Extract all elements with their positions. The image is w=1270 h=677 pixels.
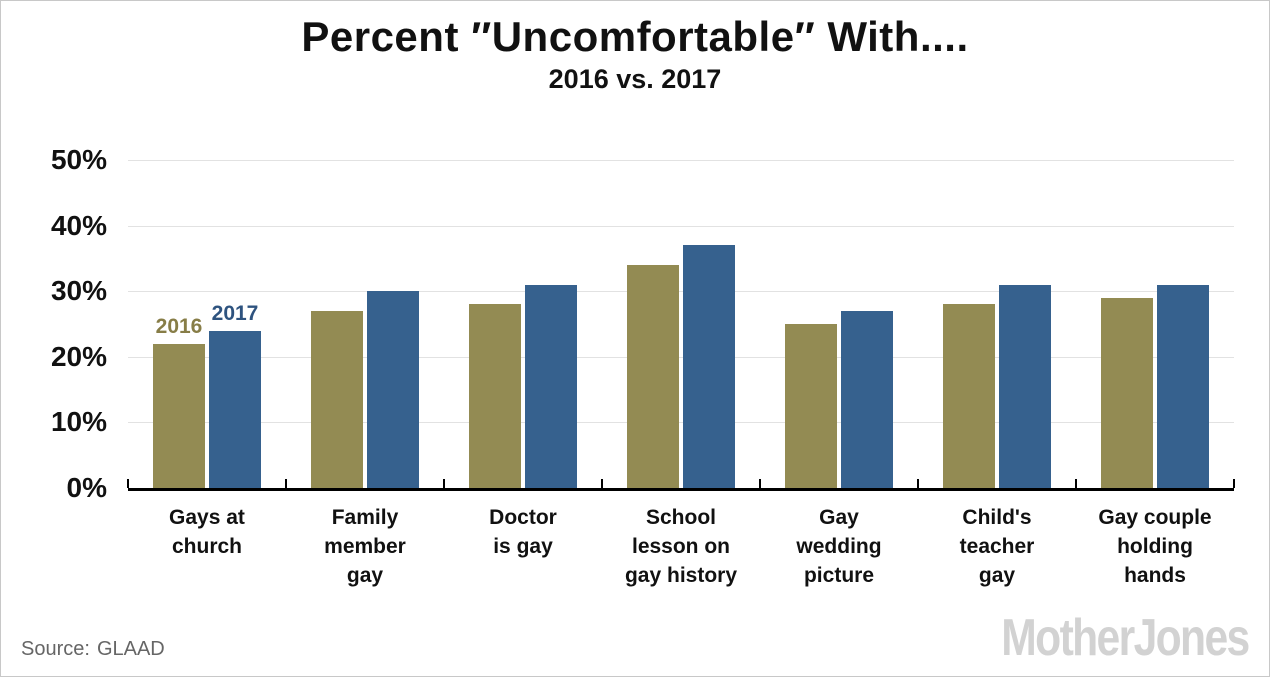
category-label-line: gay bbox=[346, 564, 384, 587]
category-label-line: teacher bbox=[959, 535, 1035, 558]
category-label-7: Gay couple holding hands bbox=[1076, 503, 1234, 590]
source-label: Source: bbox=[21, 638, 90, 660]
source-value: GLAAD bbox=[96, 638, 165, 660]
bar-2016-3 bbox=[469, 304, 521, 488]
axis-tick-1 bbox=[285, 479, 287, 488]
bar-2016-1 bbox=[153, 343, 205, 488]
chart-subtitle: 2016 vs. 2017 bbox=[548, 64, 722, 94]
axis-tick-6 bbox=[1075, 479, 1077, 488]
y-tick-label-40%: 40% bbox=[50, 209, 107, 241]
axis-tick-7 bbox=[1233, 479, 1235, 488]
gridline-20 bbox=[128, 356, 1234, 358]
category-label-line: hands bbox=[1124, 564, 1186, 587]
y-tick-label-50%: 50% bbox=[50, 144, 107, 175]
category-label-line: wedding bbox=[796, 535, 882, 558]
gridline-30 bbox=[128, 291, 1234, 293]
bar-2016-5 bbox=[785, 324, 837, 488]
category-label-line: Child's bbox=[962, 506, 1032, 529]
axis-tick-2 bbox=[443, 479, 445, 488]
category-label-line: church bbox=[171, 535, 242, 558]
series-label-2017: 2017 bbox=[211, 301, 259, 325]
y-tick-label-30%: 30% bbox=[50, 275, 107, 307]
category-label-4: School lesson on gay history bbox=[602, 503, 760, 590]
axis-tick-5 bbox=[917, 479, 919, 488]
bar-2016-2 bbox=[311, 310, 363, 488]
gridline-40 bbox=[128, 225, 1234, 227]
y-tick-label-0%: 0% bbox=[66, 472, 107, 503]
category-label-line: School bbox=[645, 506, 716, 529]
series-label-2016: 2016 bbox=[155, 314, 203, 338]
bar-2017-6 bbox=[999, 284, 1051, 488]
category-label-3: Doctor is gay bbox=[444, 503, 602, 561]
y-tick-label-20%: 20% bbox=[50, 340, 107, 372]
category-label-line: Family bbox=[331, 506, 399, 529]
bar-2017-5 bbox=[841, 310, 893, 488]
chart-title: Percent ″Uncomfortable″ With.... bbox=[301, 13, 969, 60]
bar-2017-3 bbox=[525, 284, 577, 488]
plot-area: 2016 2017 bbox=[127, 160, 1235, 491]
category-label-line: gay bbox=[978, 564, 1016, 587]
category-label-line: Gay couple bbox=[1098, 506, 1212, 529]
bar-2017-2 bbox=[367, 291, 419, 488]
bar-2017-7 bbox=[1157, 284, 1209, 488]
source-credit: Source: GLAAD bbox=[21, 638, 165, 661]
category-label-2: Family member gay bbox=[286, 503, 444, 590]
category-label-line: member bbox=[324, 535, 406, 558]
gridline-10 bbox=[128, 422, 1234, 424]
category-label-line: gay history bbox=[624, 564, 738, 587]
bar-2017-1 bbox=[209, 330, 261, 488]
axis-tick-0 bbox=[127, 479, 129, 488]
y-tick-label-10%: 10% bbox=[50, 406, 107, 438]
axis-tick-4 bbox=[759, 479, 761, 488]
axis-tick-3 bbox=[601, 479, 603, 488]
mother-jones-logo: MotherJones bbox=[1001, 609, 1251, 667]
category-label-1: Gays at church bbox=[128, 503, 286, 561]
category-label-line: Gay bbox=[819, 506, 859, 529]
category-label-6: Child's teacher gay bbox=[918, 503, 1076, 590]
category-label-line: Doctor bbox=[489, 506, 557, 529]
gridline-50 bbox=[128, 160, 1234, 161]
category-label-line: picture bbox=[803, 564, 874, 587]
category-label-line: Gays at bbox=[169, 506, 245, 529]
category-label-line: is gay bbox=[493, 535, 553, 558]
bar-2016-7 bbox=[1101, 297, 1153, 488]
bar-2016-6 bbox=[943, 304, 995, 488]
bar-2016-4 bbox=[627, 264, 679, 488]
category-label-5: Gay wedding picture bbox=[760, 503, 918, 590]
category-label-line: holding bbox=[1117, 535, 1193, 558]
bar-2017-4 bbox=[683, 245, 735, 488]
category-label-line: lesson on bbox=[631, 535, 731, 558]
